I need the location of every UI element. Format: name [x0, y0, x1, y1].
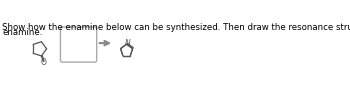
Text: O: O: [41, 58, 47, 67]
Text: N: N: [124, 40, 130, 48]
Text: Show how the enamine below can be synthesized. Then draw the resonance structure: Show how the enamine below can be synthe…: [2, 23, 350, 32]
Text: enamine.: enamine.: [2, 28, 43, 37]
